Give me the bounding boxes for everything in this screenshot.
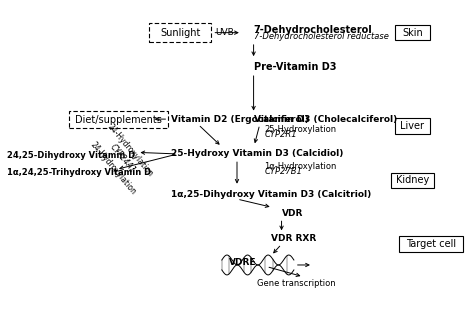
Text: Gene transcription: Gene transcription xyxy=(257,279,336,287)
Text: 1α,25-Dihydroxy Vitamin D3 (Calcitriol): 1α,25-Dihydroxy Vitamin D3 (Calcitriol) xyxy=(171,190,371,199)
Text: CYP24A1: CYP24A1 xyxy=(108,142,137,175)
Text: 25-Hydroxylation: 25-Hydroxylation xyxy=(264,126,337,134)
Text: 1α-Hydroxylation: 1α-Hydroxylation xyxy=(264,162,337,171)
Text: 24-Hydroxylation: 24-Hydroxylation xyxy=(88,140,137,196)
Text: CYP27B1: CYP27B1 xyxy=(264,167,302,176)
Text: Skin: Skin xyxy=(402,28,423,38)
Text: UVB: UVB xyxy=(216,28,235,37)
Text: VDR RXR: VDR RXR xyxy=(271,234,316,243)
Text: Vitamin D3 (Cholecalciferol): Vitamin D3 (Cholecalciferol) xyxy=(254,115,397,123)
Text: 1α,24,25-Trihydroxy Vitamin D: 1α,24,25-Trihydroxy Vitamin D xyxy=(7,168,151,177)
Text: Sunlight: Sunlight xyxy=(160,28,201,38)
Text: VDRE: VDRE xyxy=(229,258,256,267)
Text: Pre-Vitamin D3: Pre-Vitamin D3 xyxy=(254,62,336,72)
Text: Diet/supplements: Diet/supplements xyxy=(75,115,162,125)
Text: 7-Dehydrocholesterol: 7-Dehydrocholesterol xyxy=(254,25,373,35)
Text: 25-Hydroxy Vitamin D3 (Calcidiol): 25-Hydroxy Vitamin D3 (Calcidiol) xyxy=(171,150,343,158)
Text: 7-Dehydrocholesterol reductase: 7-Dehydrocholesterol reductase xyxy=(254,32,389,41)
Text: Target cell: Target cell xyxy=(406,239,456,249)
Text: Liver: Liver xyxy=(401,121,424,131)
Text: CYP2R1: CYP2R1 xyxy=(264,131,297,139)
Text: 24,25-Dihydroxy Vitamin D: 24,25-Dihydroxy Vitamin D xyxy=(7,151,136,160)
Text: 24-Hydroxylation: 24-Hydroxylation xyxy=(106,122,155,178)
Text: VDR: VDR xyxy=(282,209,303,217)
Text: Vitamin D2 (Ergocalciferol): Vitamin D2 (Ergocalciferol) xyxy=(171,115,309,123)
Text: Kidney: Kidney xyxy=(396,175,429,185)
